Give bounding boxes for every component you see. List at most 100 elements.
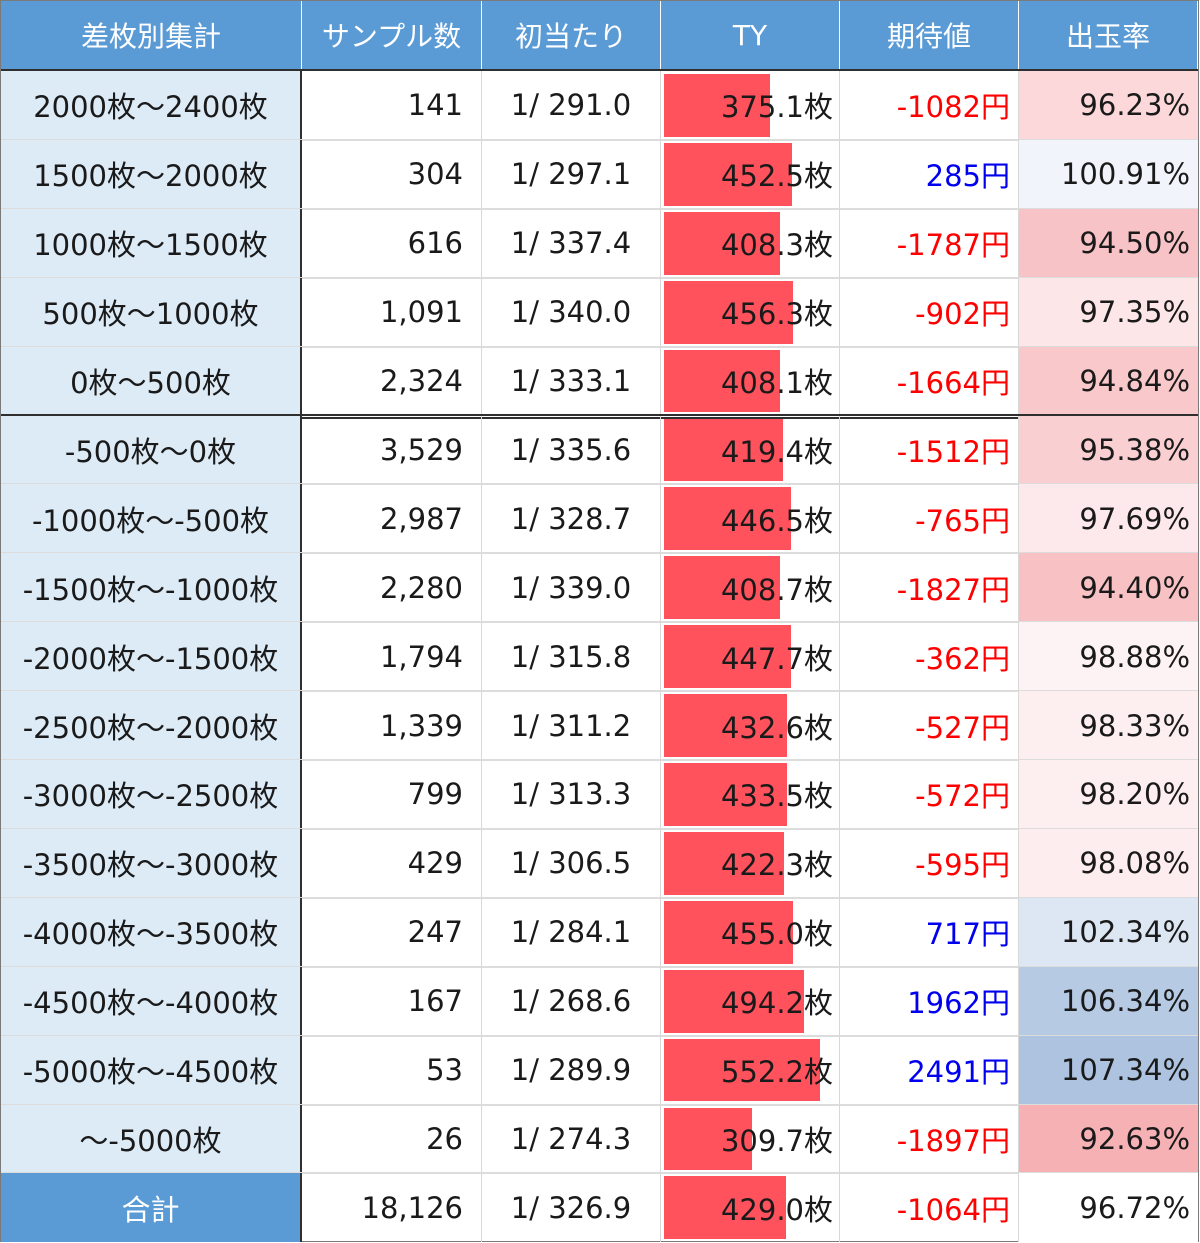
ty-bar: [664, 1038, 820, 1102]
samples-value: 1,091: [302, 277, 482, 347]
ty-cell: 447.7枚: [661, 622, 840, 692]
ty-cell: 408.7枚: [661, 553, 840, 623]
first-hit-text: 1/ 315.8: [510, 639, 632, 674]
first-hit-text: 1/ 326.9: [510, 1190, 632, 1225]
samples-value: 616: [302, 208, 482, 278]
ty-value: 408.3枚: [720, 228, 833, 263]
first-hit-value: 1/ 306.5: [482, 828, 661, 898]
first-hit-value: 1/ 315.8: [482, 622, 661, 692]
row-divider: [1, 965, 1198, 968]
ty-bar: [664, 969, 804, 1033]
samples-value: 53: [302, 1035, 482, 1105]
range-label: -4000枚～-3500枚: [1, 897, 302, 967]
ty-cell: 446.5枚: [661, 484, 840, 554]
samples-value: 141: [302, 71, 482, 140]
total-label: 合計: [1, 1173, 302, 1243]
ty-bar: [664, 694, 787, 757]
expected-value: 2491円: [840, 1035, 1019, 1105]
samples-value: 2,987: [302, 484, 482, 554]
expected-value: -1827円: [840, 553, 1019, 623]
ty-value: 452.5枚: [720, 159, 833, 194]
payout-rate: 97.69%: [1019, 484, 1198, 554]
first-hit-value: 1/ 313.3: [482, 760, 661, 829]
first-hit-value: 1/ 289.9: [482, 1035, 661, 1105]
ty-value: 433.5枚: [720, 779, 833, 814]
samples-value: 2,280: [302, 553, 482, 623]
ty-value: 408.1枚: [720, 366, 833, 401]
first-hit-value: 1/ 274.3: [482, 1104, 661, 1174]
first-hit-text: 1/ 306.5: [510, 846, 632, 881]
payout-rate: 98.88%: [1019, 622, 1198, 692]
payout-rate: 100.91%: [1019, 139, 1198, 209]
expected-value: -527円: [840, 691, 1019, 760]
expected-value: -902円: [840, 277, 1019, 347]
first-hit-text: 1/ 291.0: [510, 88, 632, 123]
ty-value: 432.6枚: [720, 710, 833, 745]
ty-cell: 494.2枚: [661, 966, 840, 1036]
first-hit-text: 1/ 337.4: [510, 226, 632, 261]
expected-value: -1082円: [840, 71, 1019, 140]
range-label: -1500枚～-1000枚: [1, 553, 302, 623]
row-divider: [1, 483, 1198, 486]
ty-value: 309.7枚: [720, 1123, 833, 1158]
ty-cell: 552.2枚: [661, 1035, 840, 1105]
row-divider: [1, 1172, 1198, 1175]
first-hit-text: 1/ 339.0: [510, 570, 632, 605]
expected-value: -1897円: [840, 1104, 1019, 1174]
ty-cell: 455.0枚: [661, 897, 840, 967]
table-row: 500枚～1000枚 1,091 1/ 340.0 456.3枚 -902円 97.35%: [1, 277, 1198, 347]
range-label: 0枚～500枚: [1, 346, 302, 416]
expected-value: -595円: [840, 828, 1019, 898]
row-divider: [1, 552, 1198, 555]
payout-rate: 107.34%: [1019, 1035, 1198, 1105]
first-hit-value: 1/ 291.0: [482, 71, 661, 140]
ty-cell: 309.7枚: [661, 1104, 840, 1174]
table-row: -1500枚～-1000枚 2,280 1/ 339.0 408.7枚 -1827円 94…: [1, 553, 1198, 623]
ty-bar: [664, 556, 780, 620]
ty-value: 375.1枚: [720, 90, 833, 125]
row-divider: [1, 690, 1198, 693]
expected-value: 1962円: [840, 966, 1019, 1036]
payout-rate: 94.84%: [1019, 346, 1198, 416]
table-row: 0枚～500枚 2,324 1/ 333.1 408.1枚 -1664円 94.84%: [1, 346, 1198, 416]
row-divider: [1, 345, 1198, 348]
samples-value: 1,339: [302, 691, 482, 760]
payout-rate: 95.38%: [1019, 415, 1198, 485]
ty-cell: 452.5枚: [661, 139, 840, 209]
range-label: 2000枚～2400枚: [1, 71, 302, 140]
first-hit-value: 1/ 339.0: [482, 553, 661, 623]
samples-value: 26: [302, 1104, 482, 1174]
first-hit-value: 1/ 335.6: [482, 415, 661, 485]
total-row: 合計 18,126 1/ 326.9 429.0枚 -1064円 96.72%: [1, 1173, 1198, 1243]
samples-value: 18,126: [302, 1173, 482, 1243]
ty-bar: [664, 418, 783, 482]
first-hit-value: 1/ 333.1: [482, 346, 661, 416]
table-row: -4500枚～-4000枚 167 1/ 268.6 494.2枚 1962円 106.3…: [1, 966, 1198, 1036]
first-hit-text: 1/ 297.1: [510, 157, 632, 192]
first-hit-text: 1/ 289.9: [510, 1053, 632, 1088]
ty-value: 422.3枚: [720, 848, 833, 883]
first-hit-value: 1/ 297.1: [482, 139, 661, 209]
payout-rate: 102.34%: [1019, 897, 1198, 967]
row-divider: [1, 1034, 1198, 1037]
ty-bar: [664, 1107, 752, 1171]
range-label: -2500枚～-2000枚: [1, 691, 302, 760]
ty-cell: 408.3枚: [661, 208, 840, 278]
header-range: 差枚別集計: [1, 1, 302, 69]
range-label: -500枚～0枚: [1, 415, 302, 485]
range-label: -3000枚～-2500枚: [1, 760, 302, 829]
ty-value: 494.2枚: [720, 986, 833, 1021]
row-divider: [1, 896, 1198, 899]
expected-value: -362円: [840, 622, 1019, 692]
table-row: 2000枚～2400枚 141 1/ 291.0 375.1枚 -1082円 96.23%: [1, 71, 1198, 140]
ty-bar: [664, 900, 793, 964]
expected-value: -1664円: [840, 346, 1019, 416]
expected-value: 717円: [840, 897, 1019, 967]
payout-rate: 98.08%: [1019, 828, 1198, 898]
header-divider: [1, 69, 1198, 71]
ty-value: 408.7枚: [720, 572, 833, 607]
ty-value: 429.0枚: [720, 1192, 833, 1227]
range-label: -1000枚～-500枚: [1, 484, 302, 554]
payout-rate: 98.33%: [1019, 691, 1198, 760]
payout-rate: 94.50%: [1019, 208, 1198, 278]
